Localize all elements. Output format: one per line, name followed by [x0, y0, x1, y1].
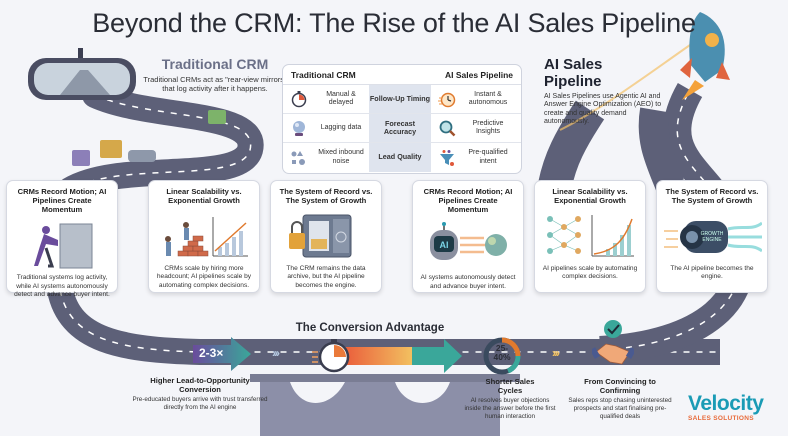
multiplier-value: 2-3×: [199, 346, 224, 360]
traditional-crm-description: Traditional CRMs act as "rear-view mirro…: [143, 75, 287, 93]
svg-text:GROWTH: GROWTH: [701, 231, 724, 237]
timer-progress-arrow-icon: [312, 339, 462, 373]
cycle-reduction-value: 25- 40%: [493, 343, 511, 362]
donut-percent-icon: [483, 337, 521, 375]
ai-pipeline-description: AI Sales Pipelines use Agentic AI and An…: [544, 93, 662, 126]
card-title: CRMs Record Motion; AI Pipelines Create …: [17, 187, 107, 215]
stat-heading: Higher Lead-to-Opportunity Conversion: [150, 376, 250, 394]
card-description: Traditional systems log activity, while …: [14, 274, 110, 298]
person-pushing-block-icon: [12, 220, 112, 270]
card-title: Linear Scalability vs. Exponential Growt…: [166, 187, 242, 206]
comparison-left-header: Traditional CRM: [291, 70, 356, 80]
stat-convincing-confirming: From Convincing to Confirming Sales reps…: [564, 377, 676, 421]
comparison-table: Traditional CRM AI Sales Pipeline Manual…: [282, 64, 522, 174]
comparison-row: Lagging data Forecast Accuracy Predictiv…: [283, 114, 521, 143]
stat-sales-cycles: Shorter Sales Cycles AI resolves buyer o…: [462, 377, 558, 421]
comparison-right-header: AI Sales Pipeline: [444, 70, 513, 80]
stat-heading: From Convincing to Confirming: [584, 377, 656, 395]
funnel-icon: [437, 148, 457, 168]
conversion-multiplier-badge: 2-3×: [193, 337, 253, 371]
traditional-crm-intro: Traditional CRM Traditional CRMs act as …: [140, 56, 290, 93]
card-record-motion-crm: CRMs Record Motion; AI Pipelines Create …: [6, 180, 118, 298]
velocity-logo: Velocity SALES SOLUTIONS: [688, 392, 764, 422]
fast-clock-icon: [437, 89, 457, 109]
stat-description: Sales reps stop chasing uninterested pro…: [568, 397, 672, 421]
card-linear-scalability-ai: Linear Scalability vs. Exponential Growt…: [534, 180, 646, 293]
logo-name: Velocity: [688, 392, 764, 415]
card-title: CRMs Record Motion; AI Pipelines Create …: [423, 187, 513, 215]
ai-pipeline-heading: AI Sales Pipeline: [544, 56, 603, 90]
card-system-of-record-ai: The System of Record vs. The System of G…: [656, 180, 768, 293]
stat-heading: Shorter Sales Cycles: [485, 377, 535, 395]
card-description: AI systems autonomously detect and advan…: [420, 274, 516, 290]
card-linear-scalability-crm: Linear Scalability vs. Exponential Growt…: [148, 180, 260, 293]
card-record-motion-ai: CRMs Record Motion; AI Pipelines Create …: [412, 180, 524, 293]
arrow-right-icon: [193, 337, 251, 371]
comparison-header: Traditional CRM AI Sales Pipeline: [283, 65, 521, 85]
rear-view-mirror-icon: [28, 48, 136, 100]
card-description: The CRM remains the data archive, but th…: [286, 265, 366, 289]
comparison-row: Mixed inbound noise Lead Quality Pre-qua…: [283, 143, 521, 172]
card-title: The System of Record vs. The System of G…: [665, 187, 759, 206]
comparison-metric: Forecast Accuracy: [369, 114, 431, 142]
chevrons-icon: ›››: [272, 346, 280, 360]
svg-text:ENGINE: ENGINE: [702, 237, 722, 243]
page-title: Beyond the CRM: The Rise of the AI Sales…: [92, 8, 696, 38]
scattered-shapes-icon: [289, 148, 309, 168]
growth-engine-icon: GROWTH ENGINE: [662, 211, 762, 261]
card-description: CRMs scale by hiring more headcount; AI …: [156, 265, 252, 289]
card-description: The AI pipeline becomes the engine.: [670, 265, 754, 281]
neural-network-growth-icon: [540, 211, 640, 261]
ai-robot-icon: AI: [418, 220, 518, 270]
stat-lead-conversion: Higher Lead-to-Opportunity Conversion Pr…: [130, 376, 270, 412]
stat-description: Pre-educated buyers arrive with trust tr…: [132, 396, 268, 412]
card-title: The System of Record vs. The System of G…: [279, 187, 373, 206]
chevrons-icon: ›››: [552, 346, 560, 360]
card-title: Linear Scalability vs. Exponential Growt…: [552, 187, 628, 206]
stopwatch-icon: [289, 89, 309, 109]
svg-text:AI: AI: [440, 240, 449, 250]
card-description: AI pipelines scale by automating complex…: [542, 265, 638, 281]
logo-tagline: SALES SOLUTIONS: [688, 415, 754, 422]
ai-pipeline-intro: AI Sales Pipeline AI Sales Pipelines use…: [544, 56, 664, 127]
crystal-ball-icon: [289, 118, 309, 138]
traditional-crm-heading: Traditional CRM: [161, 56, 269, 72]
comparison-row: Manual & delayed Follow-Up Timing Instan…: [283, 85, 521, 114]
comparison-metric: Lead Quality: [369, 143, 431, 172]
conversion-section-title: The Conversion Advantage: [295, 322, 445, 334]
magnifier-icon: [437, 118, 457, 138]
handshake-check-icon: [592, 320, 634, 365]
card-system-of-record-crm: The System of Record vs. The System of G…: [270, 180, 382, 293]
workers-bricks-icon: [154, 211, 254, 261]
comparison-metric: Follow-Up Timing: [369, 85, 431, 113]
stat-description: AI resolves buyer objections inside the …: [464, 397, 556, 421]
vault-icon: [276, 211, 376, 261]
